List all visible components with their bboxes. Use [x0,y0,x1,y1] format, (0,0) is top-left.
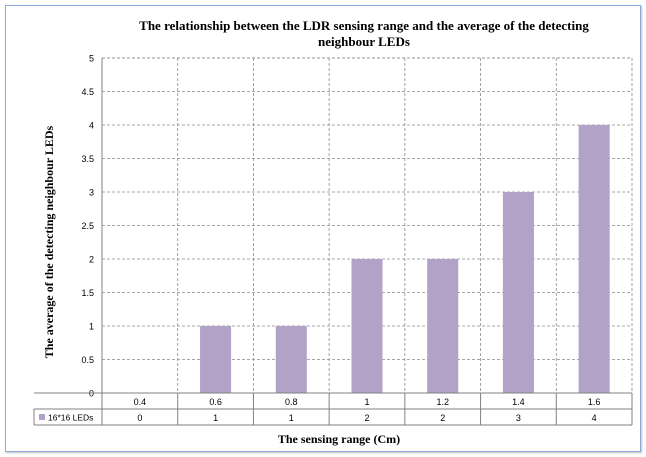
legend-key [39,414,45,420]
chart-title-line-2: neighbour LEDs [318,34,410,49]
y-tick-label: 3.5 [81,154,94,164]
bar [502,192,534,393]
bars [200,125,610,393]
data-table-value: 3 [516,413,521,423]
y-tick-label: 1 [89,322,94,332]
legend-label: 16*16 LEDs [48,413,93,423]
y-tick-label: 1.5 [81,288,94,298]
y-tick-label: 0.5 [81,355,94,365]
bar [578,125,610,393]
x-tick-label: 1.2 [436,397,449,407]
y-axis-label: The average of the detecting neighbour L… [42,125,56,358]
y-tick-label: 5 [89,54,94,64]
x-tick-label: 1.4 [512,397,525,407]
data-table: 0.4 0.6 0.8 1 1.2 1.4 1.6 16*16 LEDs 0 1 1 2 2 3 4 [33,392,633,426]
y-tick-label: 2.5 [81,221,94,231]
y-axis-ticks: 00.511.522.533.544.55 [81,54,94,399]
bar [427,259,459,393]
x-tick-label: 1.6 [588,397,601,407]
data-table-value: 0 [137,413,142,423]
bar [275,326,307,393]
y-tick-label: 2 [89,255,94,265]
x-axis-label: The sensing range (Cm) [278,432,400,446]
data-table-value: 2 [364,413,369,423]
x-tick-label: 0.4 [134,397,147,407]
x-tick-label: 1 [364,397,369,407]
x-tick-label: 0.6 [209,397,222,407]
x-tick-label: 0.8 [285,397,298,407]
y-tick-label: 4.5 [81,87,94,97]
y-tick-label: 3 [89,188,94,198]
chart-frame [5,5,641,452]
bar [351,259,383,393]
data-table-value: 1 [213,413,218,423]
bar [200,326,232,393]
data-table-value: 4 [592,413,597,423]
chart-title-line-1: The relationship between the LDR sensing… [139,18,589,33]
data-table-value: 2 [440,413,445,423]
data-table-value: 1 [289,413,294,423]
y-tick-label: 4 [89,121,94,131]
